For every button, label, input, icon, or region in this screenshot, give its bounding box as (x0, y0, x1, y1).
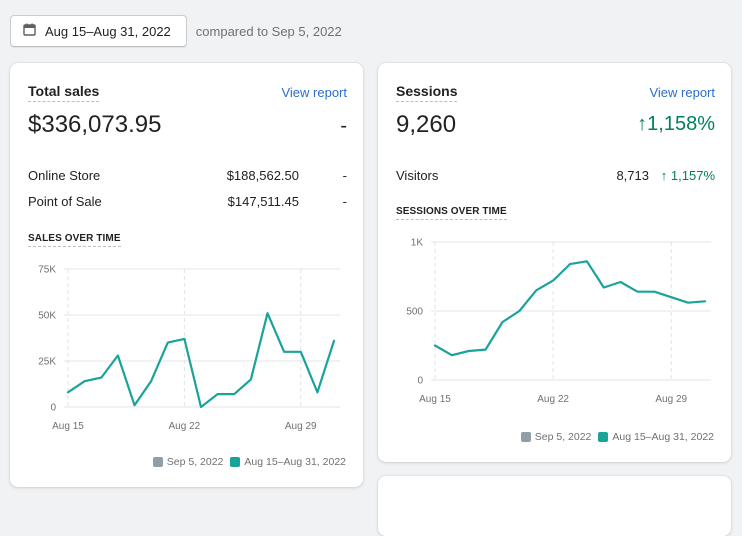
breakdown-row: Visitors 8,713 ↑ 1,157% (396, 166, 715, 184)
chart-title[interactable]: SALES OVER TIME (28, 233, 121, 247)
sessions-value: 9,260 (396, 111, 457, 138)
legend-swatch (520, 432, 531, 442)
y-tick-label: 500 (406, 307, 423, 318)
x-tick-label: Aug 29 (285, 421, 317, 432)
row-value: $147,511.45 (227, 193, 299, 209)
arrow-up-icon: ↑ (660, 167, 671, 183)
date-range-bar: Aug 15–Aug 31, 2022 compared to Sep 5, 2… (10, 15, 342, 47)
x-tick-label: Aug 15 (419, 394, 451, 405)
row-label: Online Store (28, 167, 101, 183)
breakdown-row: Point of Sale $147,511.45 - (28, 192, 347, 210)
next-card (378, 476, 731, 536)
date-range-label: Aug 15–Aug 31, 2022 (45, 23, 171, 39)
sessions-change: ↑1,158% (637, 113, 715, 136)
legend-swatch (598, 432, 609, 442)
sessions-change-value: 1,158% (647, 113, 715, 135)
y-tick-label: 0 (50, 403, 56, 414)
legend-label: Sep 5, 2022 (534, 431, 592, 443)
y-tick-label: 25K (38, 357, 56, 368)
y-tick-label: 50K (38, 311, 56, 322)
total-sales-value: $336,073.95 (28, 111, 162, 138)
row-value: $188,562.50 (226, 167, 299, 183)
x-tick-label: Aug 29 (655, 394, 687, 405)
legend-label: Sep 5, 2022 (166, 456, 224, 468)
series-line (433, 260, 707, 357)
legend-swatch (230, 457, 241, 467)
row-change-value: 1,157% (670, 167, 715, 183)
series-line (66, 312, 336, 409)
total-sales-change: - (340, 115, 347, 137)
comparison-text: compared to Sep 5, 2022 (195, 23, 342, 39)
row-label: Visitors (396, 167, 439, 183)
legend-swatch (152, 457, 163, 467)
view-report-link[interactable]: View report (281, 85, 347, 100)
sessions-card: Sessions View report 9,260 ↑1,158% Visit… (378, 63, 731, 462)
y-tick-label: 75K (38, 265, 56, 276)
row-label: Point of Sale (28, 193, 102, 209)
arrow-up-icon: ↑ (637, 113, 648, 135)
x-tick-label: Aug 22 (537, 394, 569, 405)
legend-item-previous[interactable]: Sep 5, 2022 (152, 456, 224, 468)
chart-legend: Sep 5, 2022 Aug 15–Aug 31, 2022 (514, 431, 714, 443)
row-value: 8,713 (616, 167, 649, 183)
calendar-icon (23, 23, 45, 39)
y-tick-label: 0 (417, 376, 423, 387)
breakdown-row: Online Store $188,562.50 - (28, 166, 347, 184)
card-title[interactable]: Total sales (28, 83, 100, 102)
x-tick-label: Aug 15 (52, 421, 84, 432)
y-tick-label: 1K (411, 238, 424, 249)
total-sales-card: Total sales View report $336,073.95 - On… (10, 63, 363, 487)
row-change: - (342, 193, 347, 209)
legend-label: Aug 15–Aug 31, 2022 (244, 456, 346, 468)
view-report-link[interactable]: View report (649, 85, 715, 100)
date-range-button[interactable]: Aug 15–Aug 31, 2022 (10, 15, 187, 47)
legend-item-current[interactable]: Aug 15–Aug 31, 2022 (230, 456, 346, 468)
legend-label: Aug 15–Aug 31, 2022 (612, 431, 714, 443)
legend-item-current[interactable]: Aug 15–Aug 31, 2022 (598, 431, 714, 443)
card-title[interactable]: Sessions (396, 83, 458, 102)
chart-title[interactable]: SESSIONS OVER TIME (396, 206, 507, 220)
row-change: - (342, 167, 347, 183)
sales-over-time-chart: 0 25K 50K 75K Aug 15 Aug 22 Aug 29 (38, 265, 340, 432)
x-tick-label: Aug 22 (169, 421, 201, 432)
row-change: ↑ 1,157% (649, 168, 715, 183)
chart-legend: Sep 5, 2022 Aug 15–Aug 31, 2022 (146, 456, 346, 468)
sessions-over-time-chart: 0 500 1K Aug 15 Aug 22 Aug 29 (406, 238, 711, 405)
legend-item-previous[interactable]: Sep 5, 2022 (520, 431, 592, 443)
